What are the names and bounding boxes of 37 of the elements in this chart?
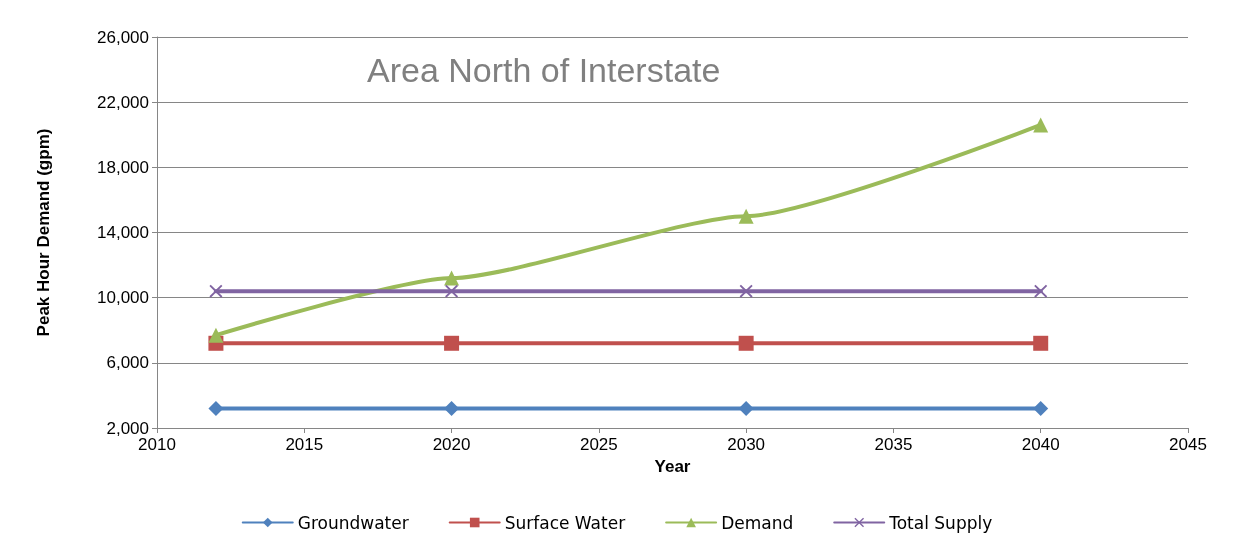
point (444, 335, 460, 351)
y-tick-label: 26,000 (97, 27, 149, 47)
x-tick-label: 2015 (285, 435, 324, 454)
x-tick-label: 2040 (1021, 435, 1060, 454)
x-tick-label: 2045 (1169, 435, 1207, 454)
legend-label: Total Supply (888, 512, 993, 533)
point (1033, 400, 1049, 416)
point (1033, 335, 1049, 351)
point (1034, 284, 1048, 298)
y-tick-label: 14,000 (97, 223, 149, 242)
point (739, 284, 753, 298)
x-tick-label: 2010 (138, 435, 176, 454)
point (444, 400, 460, 416)
point (445, 284, 459, 298)
x-tick-label: 2030 (727, 435, 766, 454)
legend-label: Groundwater (297, 512, 409, 533)
x-tick-label: 2035 (874, 435, 913, 454)
chart-title: Area North of Interstate (367, 51, 721, 89)
y-tick-label: 6,000 (106, 353, 149, 373)
point (738, 208, 754, 224)
point (738, 400, 754, 416)
point (738, 335, 754, 351)
y-axis-title: Peak Hour Demand (gpm) (34, 128, 53, 337)
point (208, 327, 224, 343)
point (1033, 117, 1049, 133)
y-tick-label: 10,000 (97, 288, 149, 308)
point (209, 284, 223, 298)
point (444, 270, 460, 286)
x-axis-title: Year (654, 456, 691, 476)
x-tick-label: 2020 (432, 435, 471, 454)
point (208, 400, 224, 416)
y-tick-label: 18,000 (97, 157, 149, 177)
x-tick-label: 2025 (579, 435, 618, 454)
y-tick-label: 22,000 (97, 92, 149, 112)
y-tick-label: 2,000 (106, 418, 149, 438)
legend-label: Surface Water (504, 512, 626, 533)
legend-label: Demand (721, 512, 794, 533)
